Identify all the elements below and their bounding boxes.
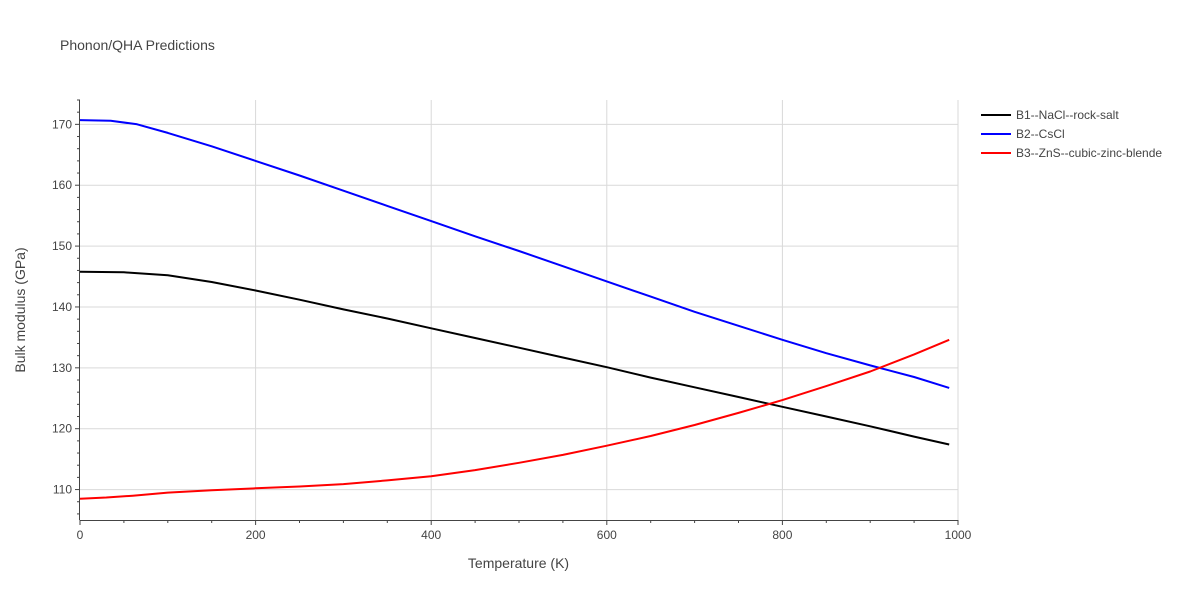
x-tick-label: 800 [772, 528, 792, 542]
series-line-2[interactable] [79, 119, 950, 389]
y-tick-label: 110 [53, 483, 72, 497]
grid-layer [80, 100, 959, 520]
y-tick-label: 140 [52, 300, 72, 314]
y-axis-label: Bulk modulus (GPa) [12, 247, 28, 372]
x-tick-label: 0 [77, 528, 84, 542]
x-tick-label: 1000 [945, 528, 972, 542]
x-tick-label: 400 [421, 528, 441, 542]
legend-label: B1--NaCl--rock-salt [1016, 108, 1119, 122]
y-tick-label: 170 [52, 117, 72, 131]
y-tick-label: 160 [52, 178, 72, 192]
x-tick-label: 600 [597, 528, 617, 542]
legend[interactable]: B1--NaCl--rock-salt B2--CsCl B3--ZnS--cubi… [981, 108, 1162, 160]
legend-item-3[interactable]: B3--ZnS--cubic-zinc-blende [981, 146, 1162, 160]
series-layer [79, 119, 950, 500]
legend-item-1[interactable]: B1--NaCl--rock-salt [981, 108, 1119, 122]
y-tick-label: 130 [52, 361, 72, 375]
legend-label: B3--ZnS--cubic-zinc-blende [1016, 146, 1162, 160]
chart-title: Phonon/QHA Predictions [60, 37, 215, 53]
y-tick-label: 150 [52, 239, 72, 253]
legend-label: B2--CsCl [1016, 127, 1065, 141]
x-tick-label: 200 [246, 528, 266, 542]
series-line-1[interactable] [79, 270, 950, 446]
x-axis-label: Temperature (K) [468, 555, 569, 571]
axis-layer: 0 200 400 600 800 1000 110 120 130 140 150 160 170 [52, 99, 972, 542]
y-tick-label: 120 [52, 422, 72, 436]
series-line-3[interactable] [79, 338, 950, 500]
legend-item-2[interactable]: B2--CsCl [981, 127, 1065, 141]
